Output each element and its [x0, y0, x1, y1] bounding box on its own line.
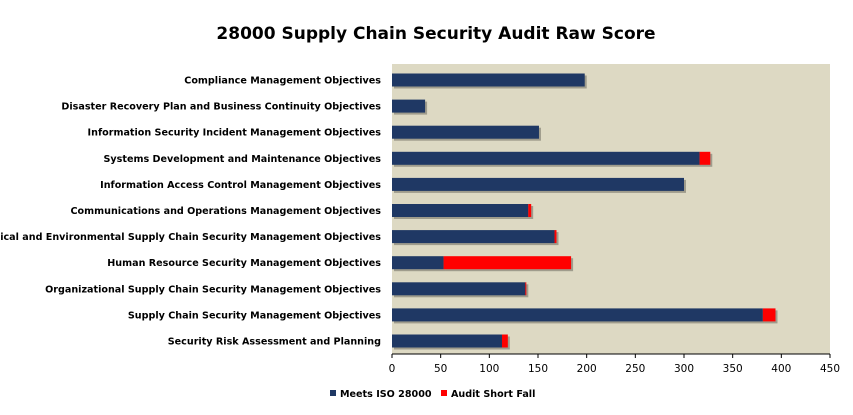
bar-meets-iso-28000	[392, 230, 555, 244]
bar-meets-iso-28000	[392, 282, 526, 296]
bar-meets-iso-28000	[392, 151, 700, 165]
x-tick-label: 0	[389, 363, 396, 375]
category-label: Physical and Environmental Supply Chain …	[0, 232, 381, 243]
bar-audit-short-fall	[525, 282, 527, 296]
category-label: Compliance Management Objectives	[184, 76, 381, 87]
bar-audit-short-fall	[699, 151, 711, 165]
category-label: Organizational Supply Chain Security Man…	[45, 284, 381, 295]
bar-meets-iso-28000	[392, 125, 539, 139]
category-label: Human Resource Security Management Objec…	[107, 258, 381, 269]
category-label: Information Security Incident Management…	[88, 128, 382, 139]
x-tick-label: 400	[771, 363, 791, 375]
bar-meets-iso-28000	[392, 73, 585, 87]
bar-audit-short-fall	[554, 230, 557, 244]
legend-label: Audit Short Fall	[451, 389, 535, 400]
category-label: Supply Chain Security Management Objecti…	[128, 310, 381, 321]
bar-meets-iso-28000	[392, 334, 502, 348]
bars-group	[392, 73, 778, 350]
bar-meets-iso-28000	[392, 204, 529, 217]
x-tick-label: 150	[528, 363, 548, 375]
bar-meets-iso-28000	[392, 308, 763, 322]
bar-shadow	[527, 284, 529, 298]
legend-swatch	[330, 390, 336, 396]
category-labels: Compliance Management Objectives Disaster…	[0, 76, 381, 348]
x-tick-label: 450	[820, 363, 840, 375]
x-tick-label: 50	[434, 363, 447, 375]
bar-audit-short-fall	[528, 204, 532, 217]
bar-audit-short-fall	[762, 308, 776, 322]
bar-shadow	[556, 232, 559, 246]
x-tick-label: 100	[479, 363, 499, 375]
category-label: Communications and Operations Management…	[71, 206, 382, 217]
x-tick-label: 250	[625, 363, 645, 375]
x-tick-label: 300	[674, 363, 694, 375]
bar-meets-iso-28000	[392, 99, 426, 113]
legend-swatch	[441, 390, 447, 396]
x-tick-label: 350	[723, 363, 743, 375]
chart-title: 28000 Supply Chain Security Audit Raw Sc…	[216, 24, 655, 44]
x-tick-label: 200	[577, 363, 597, 375]
bar-meets-iso-28000	[392, 256, 444, 270]
bar-audit-short-fall	[443, 256, 572, 270]
x-axis: 0 50 100 150 200 250 300 350 400 450	[389, 353, 840, 375]
category-label: Information Access Control Management Ob…	[100, 180, 381, 191]
bar-shadow	[530, 206, 534, 219]
legend-label: Meets ISO 28000	[340, 389, 432, 400]
bar-audit-short-fall	[501, 334, 508, 348]
category-label: Disaster Recovery Plan and Business Cont…	[61, 102, 381, 113]
bar-meets-iso-28000	[392, 177, 684, 191]
legend: Meets ISO 28000 Audit Short Fall	[330, 389, 535, 400]
category-label: Security Risk Assessment and Planning	[168, 337, 381, 348]
category-label: Systems Development and Maintenance Obje…	[103, 154, 381, 165]
